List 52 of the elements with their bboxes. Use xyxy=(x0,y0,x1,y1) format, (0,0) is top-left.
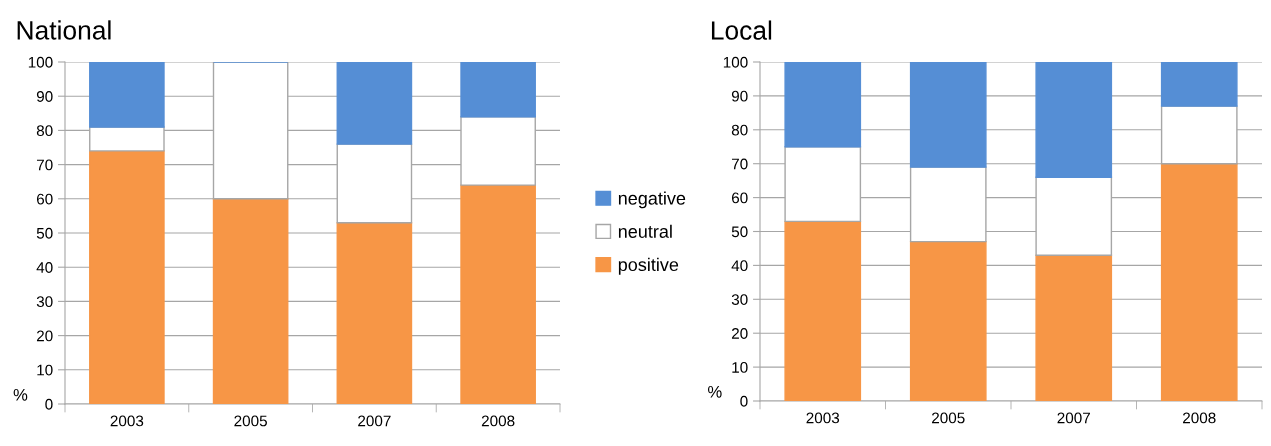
chart-title: Local xyxy=(711,20,772,40)
y-tick-label: 30 xyxy=(36,296,53,308)
y-tick-label: 20 xyxy=(731,328,748,339)
y-tick-label: 10 xyxy=(732,361,748,373)
legend-label: neutral xyxy=(618,224,672,238)
y-tick-label: 100 xyxy=(723,56,748,68)
y-tick-label: 20 xyxy=(36,330,53,342)
bar xyxy=(1160,163,1238,401)
y-tick-label: 40 xyxy=(36,262,53,273)
bar xyxy=(212,198,289,404)
y-tick-label: 90 xyxy=(731,90,748,102)
bar xyxy=(909,62,987,168)
bar xyxy=(460,184,536,404)
y-tick-label: 80 xyxy=(731,124,748,136)
bar xyxy=(1160,62,1238,107)
bar xyxy=(89,150,165,404)
y-tick-label: 70 xyxy=(36,159,53,171)
y-tick-label: 100 xyxy=(28,56,53,68)
bar xyxy=(460,62,536,118)
bar xyxy=(336,62,413,145)
chart-title: National xyxy=(17,20,111,40)
x-tick-label: 2005 xyxy=(932,412,965,424)
bar xyxy=(89,62,165,128)
bar xyxy=(1035,62,1113,178)
y-tick-label: 10 xyxy=(37,364,53,376)
y-tick-label: 70 xyxy=(731,158,748,170)
y-tick-label: 0 xyxy=(740,395,748,407)
y-tick-label: 50 xyxy=(36,227,53,239)
bar xyxy=(784,220,862,401)
legend-label: positive xyxy=(618,257,679,275)
x-tick-label: 2007 xyxy=(358,415,391,427)
x-tick-label: 2003 xyxy=(110,415,144,427)
y-tick-label: 0 xyxy=(45,398,53,410)
y-tick-label: 30 xyxy=(731,294,748,305)
y-tick-label: 90 xyxy=(36,91,53,102)
y-tick-label: 80 xyxy=(36,125,53,137)
bar xyxy=(909,240,987,401)
bar xyxy=(336,222,413,404)
y-tick-label: 50 xyxy=(731,226,748,238)
y-tick-label: 60 xyxy=(731,192,748,204)
y-axis-title: % xyxy=(13,388,28,401)
y-axis-title: % xyxy=(708,385,722,398)
y-tick-label: 60 xyxy=(36,193,53,205)
x-tick-label: 2007 xyxy=(1057,412,1090,424)
legend-label: negative xyxy=(618,191,686,209)
x-tick-label: 2008 xyxy=(1183,412,1216,424)
x-tick-label: 2003 xyxy=(806,412,840,424)
x-tick-label: 2008 xyxy=(481,415,515,427)
y-tick-label: 40 xyxy=(731,260,748,272)
bar xyxy=(1035,254,1113,401)
bar xyxy=(784,62,862,148)
x-tick-label: 2005 xyxy=(234,415,267,427)
